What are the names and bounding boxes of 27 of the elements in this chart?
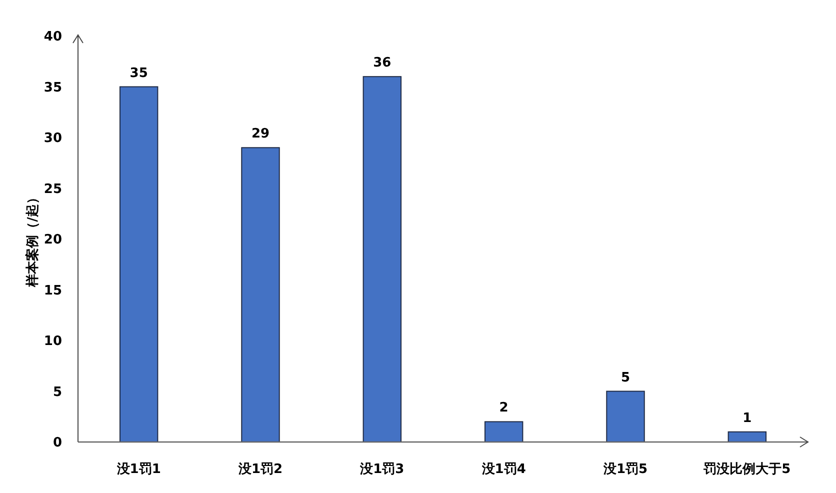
y-tick-label: 40 [44, 30, 62, 45]
x-tick-label: 没1罚2 [237, 462, 283, 477]
y-tick-label: 10 [44, 334, 62, 350]
y-tick-label: 5 [52, 384, 62, 400]
bar [606, 390, 645, 442]
bar [241, 147, 280, 442]
x-tick-label: 没1罚4 [480, 462, 526, 477]
bar [484, 421, 524, 442]
y-tick-label: 15 [44, 283, 62, 298]
x-tick-label: 没1罚5 [602, 462, 648, 477]
y-axis-title: 样本案例（/起） [24, 191, 41, 288]
data-label: 2 [499, 400, 508, 416]
data-label: 5 [620, 370, 630, 386]
x-tick-label: 罚没比例大于5 [702, 462, 791, 477]
y-tick-label: 20 [44, 232, 62, 248]
y-tick-label: 35 [44, 80, 62, 96]
x-tick-label: 没1罚1 [116, 462, 161, 477]
bar [119, 86, 158, 442]
data-label: 35 [130, 66, 148, 81]
y-tick-label: 0 [52, 436, 62, 451]
bar [362, 76, 402, 442]
y-tick-label: 25 [44, 182, 62, 197]
data-label: 36 [373, 56, 392, 71]
x-tick-label: 没1罚3 [359, 462, 404, 477]
data-label: 29 [251, 126, 270, 142]
data-label: 1 [742, 410, 752, 426]
y-tick-label: 30 [44, 131, 62, 146]
